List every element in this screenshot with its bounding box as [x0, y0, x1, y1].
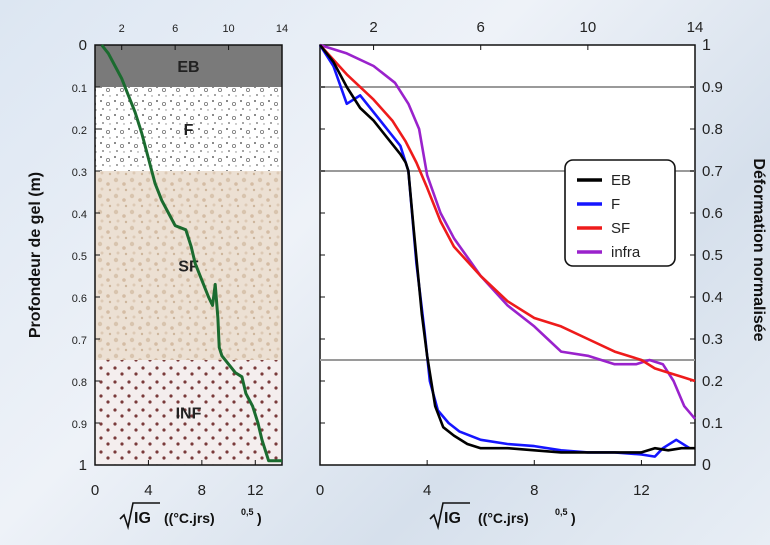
right-top-tick-label: 6 — [477, 19, 485, 36]
left-x-label-main: IG — [134, 510, 151, 527]
series-line-eb — [318, 44, 695, 454]
right-x-tick-label: 12 — [633, 482, 650, 499]
left-y-tick-label: 0.7 — [72, 335, 87, 347]
series-line-infra — [319, 43, 696, 420]
right-top-tick-label: 14 — [687, 19, 704, 36]
left-x-axis-title: IG ((°C.jrs) 0,5 ) — [119, 502, 262, 531]
left-y-axis-title: Profondeur de gel (m) — [27, 172, 44, 338]
left-y-tick-label: 0 — [79, 37, 87, 54]
left-y-tick-label: 0.1 — [72, 83, 87, 95]
legend: EB F SF infra — [564, 159, 676, 267]
right-x-label-close: ) — [571, 510, 576, 526]
legend-items: EB F SF infra — [577, 172, 641, 261]
left-x-tick-label: 12 — [247, 482, 264, 499]
layer-label-inf: INF — [176, 406, 202, 423]
layer-bands — [95, 45, 282, 465]
right-x-label-units: ((°C.jrs) — [478, 510, 529, 526]
layer-label-f: F — [184, 122, 194, 139]
right-y-axis-title: Déformation normalisée — [750, 158, 767, 341]
left-x-label-close: ) — [257, 510, 262, 526]
left-x-label-units: ((°C.jrs) — [164, 510, 215, 526]
right-y-tick-label: 0.4 — [702, 289, 723, 306]
right-y-tick-label: 0.1 — [702, 415, 723, 432]
right-panel: 00.10.20.30.40.50.60.70.80.910 4 8 122 6 10 14… — [316, 19, 767, 531]
sqrt-symbol — [429, 502, 470, 531]
right-top-tick-label: 2 — [369, 19, 377, 36]
right-y-tick-label: 0.9 — [702, 79, 723, 96]
frost-depth-line — [100, 44, 282, 463]
right-ticks: 00.10.20.30.40.50.60.70.80.910 4 8 122 6 10 14 — [316, 19, 723, 499]
left-y-tick-label: 0.8 — [72, 377, 87, 389]
layer-band-eb — [95, 45, 282, 87]
deformation-series — [318, 43, 696, 458]
left-y-tick-label: 0.6 — [72, 293, 87, 305]
right-x-tick-label: 4 — [423, 482, 431, 499]
left-top-tick-label: 6 — [172, 23, 178, 35]
layer-band-f — [95, 87, 282, 171]
right-x-tick-label: 8 — [530, 482, 538, 499]
left-y-tick-label: 0.4 — [72, 209, 87, 221]
layer-band-inf — [95, 360, 282, 465]
legend-box — [564, 159, 676, 267]
left-x-tick-label: 8 — [198, 482, 206, 499]
legend-label-sf: SF — [611, 220, 630, 237]
layer-band-sf — [95, 171, 282, 360]
left-x-tick-label: 4 — [144, 482, 152, 499]
right-y-tick-label: 0 — [702, 457, 711, 474]
layer-label-eb: EB — [177, 59, 199, 76]
left-top-tick-label: 2 — [119, 23, 125, 35]
right-x-label-exp: 0,5 — [555, 507, 568, 517]
series-line-f — [318, 44, 691, 458]
left-top-tick-label: 14 — [276, 23, 288, 35]
legend-label-eb: EB — [611, 172, 631, 189]
right-y-tick-label: 0.5 — [702, 247, 723, 264]
left-ticks: 00.10.20.30.40.50.60.70.80.910 4 8 122 6 10 14 — [72, 23, 288, 499]
right-x-tick-label: 0 — [316, 482, 324, 499]
right-top-tick-label: 10 — [580, 19, 597, 36]
right-y-tick-label: 0.7 — [702, 163, 723, 180]
right-y-tick-label: 0.8 — [702, 121, 723, 138]
left-y-tick-label: 0.9 — [72, 419, 87, 431]
left-y-tick-label: 0.5 — [72, 251, 87, 263]
left-x-label-exp: 0,5 — [241, 507, 254, 517]
right-y-tick-label: 0.2 — [702, 373, 723, 390]
right-y-tick-label: 0.3 — [702, 331, 723, 348]
right-y-tick-label: 0.6 — [702, 205, 723, 222]
right-x-axis-title: IG ((°C.jrs) 0,5 ) — [429, 502, 576, 531]
right-y-tick-label: 1 — [702, 37, 711, 54]
legend-label-f: F — [611, 196, 620, 213]
left-y-tick-label: 1 — [79, 457, 87, 474]
left-y-tick-label: 0.3 — [72, 167, 87, 179]
legend-label-infra: infra — [611, 244, 641, 261]
series-line-sf — [319, 44, 696, 383]
sqrt-symbol — [119, 502, 160, 531]
left-top-tick-label: 10 — [222, 23, 234, 35]
left-x-tick-label: 0 — [91, 482, 99, 499]
right-x-label-main: IG — [444, 510, 461, 527]
left-y-tick-label: 0.2 — [72, 125, 87, 137]
